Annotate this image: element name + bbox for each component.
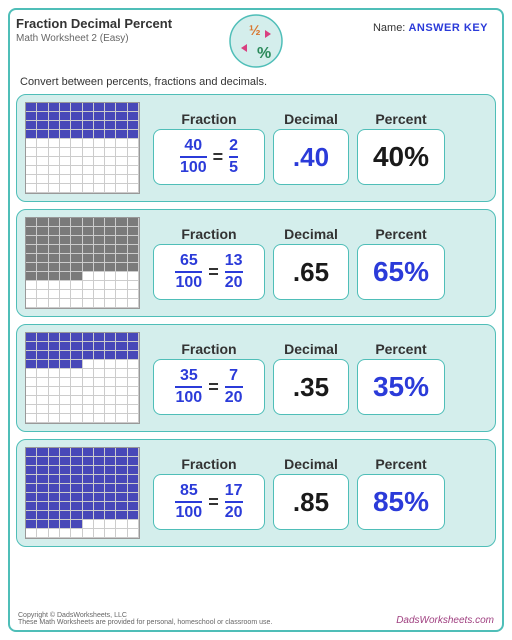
decimal-label: Decimal: [284, 111, 338, 127]
copyright-text: Copyright © DadsWorksheets, LLC: [18, 612, 272, 619]
footer-left: Copyright © DadsWorksheets, LLC These Ma…: [18, 612, 272, 626]
fraction-column: Fraction 40100 = 25: [153, 111, 265, 185]
rows-container: Fraction 40100 = 25 Decimal .40 Percent …: [16, 94, 496, 547]
decimal-column: Decimal .35: [273, 341, 349, 415]
percent-value-box: 65%: [357, 244, 445, 300]
percent-label: Percent: [375, 111, 426, 127]
footer: Copyright © DadsWorksheets, LLC These Ma…: [18, 612, 494, 626]
percent-value-box: 40%: [357, 129, 445, 185]
fraction-value-box: 40100 = 25: [153, 129, 265, 185]
percent-value-box: 35%: [357, 359, 445, 415]
fraction-label: Fraction: [181, 226, 236, 242]
svg-text:%: %: [257, 45, 271, 62]
page-title: Fraction Decimal Percent: [16, 16, 172, 31]
problem-row: Fraction 65100 = 1320 Decimal .65 Percen…: [16, 209, 496, 317]
footer-note: These Math Worksheets are provided for p…: [18, 619, 272, 626]
percent-value-box: 85%: [357, 474, 445, 530]
decimal-label: Decimal: [284, 226, 338, 242]
name-label: Name:: [373, 22, 405, 34]
decimal-value-box: .65: [273, 244, 349, 300]
answer-key-text: ANSWER KEY: [408, 22, 488, 34]
decimal-value-box: .85: [273, 474, 349, 530]
fraction-value-box: 85100 = 1720: [153, 474, 265, 530]
decimal-label: Decimal: [284, 341, 338, 357]
fraction-label: Fraction: [181, 341, 236, 357]
percent-column: Percent 40%: [357, 111, 445, 185]
name-field: Name: ANSWER KEY: [373, 22, 488, 34]
title-area: Fraction Decimal Percent Math Worksheet …: [16, 16, 172, 44]
fraction-column: Fraction 35100 = 720: [153, 341, 265, 415]
page-subtitle: Math Worksheet 2 (Easy): [16, 33, 172, 44]
decimal-column: Decimal .40: [273, 111, 349, 185]
grid-visual: [25, 332, 145, 424]
problem-row: Fraction 35100 = 720 Decimal .35 Percent…: [16, 324, 496, 432]
problem-row: Fraction 40100 = 25 Decimal .40 Percent …: [16, 94, 496, 202]
svg-text:½: ½: [249, 22, 261, 38]
footer-site: DadsWorksheets.com: [396, 615, 494, 626]
decimal-column: Decimal .85: [273, 456, 349, 530]
percent-value: 35%: [373, 371, 429, 403]
grid-visual: [25, 447, 145, 539]
instruction-text: Convert between percents, fractions and …: [20, 76, 496, 88]
percent-label: Percent: [375, 341, 426, 357]
percent-value: 85%: [373, 486, 429, 518]
fraction-label: Fraction: [181, 111, 236, 127]
decimal-value-box: .40: [273, 129, 349, 185]
percent-column: Percent 85%: [357, 456, 445, 530]
fraction-value-box: 35100 = 720: [153, 359, 265, 415]
worksheet-page: Fraction Decimal Percent Math Worksheet …: [8, 8, 504, 632]
fraction-value-box: 65100 = 1320: [153, 244, 265, 300]
fraction-column: Fraction 85100 = 1720: [153, 456, 265, 530]
decimal-value: .85: [293, 487, 329, 518]
header: Fraction Decimal Percent Math Worksheet …: [16, 16, 496, 74]
fraction-label: Fraction: [181, 456, 236, 472]
decimal-column: Decimal .65: [273, 226, 349, 300]
percent-value: 65%: [373, 256, 429, 288]
decimal-label: Decimal: [284, 456, 338, 472]
percent-label: Percent: [375, 456, 426, 472]
percent-column: Percent 35%: [357, 341, 445, 415]
grid-visual: [25, 102, 145, 194]
grid-visual: [25, 217, 145, 309]
decimal-value: .35: [293, 372, 329, 403]
percent-value: 40%: [373, 141, 429, 173]
fraction-column: Fraction 65100 = 1320: [153, 226, 265, 300]
decimal-value-box: .35: [273, 359, 349, 415]
decimal-value: .40: [293, 142, 329, 173]
percent-column: Percent 65%: [357, 226, 445, 300]
problem-row: Fraction 85100 = 1720 Decimal .85 Percen…: [16, 439, 496, 547]
decimal-value: .65: [293, 257, 329, 288]
logo-icon: ½ %: [229, 14, 283, 73]
percent-label: Percent: [375, 226, 426, 242]
